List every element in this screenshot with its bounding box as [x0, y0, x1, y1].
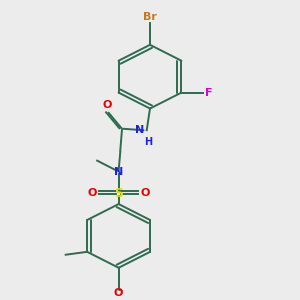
Text: O: O [102, 100, 112, 110]
Text: Br: Br [143, 12, 157, 22]
Text: N: N [114, 167, 123, 177]
Text: F: F [205, 88, 212, 98]
Text: H: H [144, 137, 152, 148]
Text: O: O [114, 288, 123, 298]
Text: O: O [141, 188, 150, 198]
Text: N: N [135, 125, 144, 135]
Text: O: O [87, 188, 97, 198]
Text: S: S [114, 188, 123, 200]
